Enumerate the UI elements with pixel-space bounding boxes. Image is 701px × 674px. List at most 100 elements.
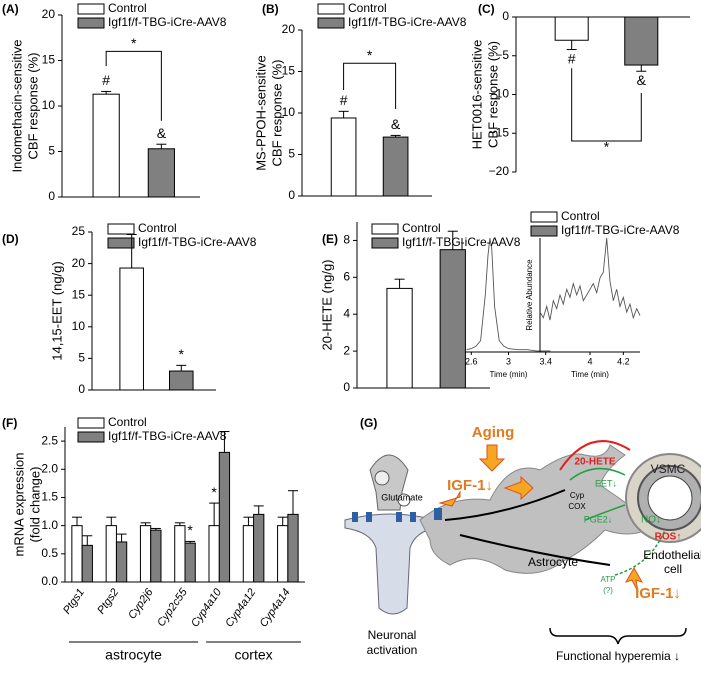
y-tick-label: 25 [72,224,86,238]
diagram-label: IGF-1↓ [635,585,681,602]
bar [115,541,128,583]
bar [208,525,220,583]
bar [242,525,255,583]
y-tick-label: 10 [282,105,296,119]
bar [382,136,409,197]
y-tick-label: 10 [42,98,56,112]
bar [81,544,93,583]
legend-label: Igf1f/f-TBG-iCre-AAV8 [561,223,680,237]
legend-swatch [77,417,105,429]
trace [466,237,551,352]
bar [287,513,299,583]
diagram-label: IGF-1↓ [447,477,493,494]
group-label: cortex [235,647,273,663]
vesicle [374,470,390,486]
panel-label: (A) [2,2,19,16]
panel-label: (E) [322,232,338,246]
legend-label: Igf1f/f-TBG-iCre-AAV8 [348,15,467,29]
x-tick-label: Cyp2c55 [155,586,190,629]
panel-label: (C) [478,2,495,16]
bar [150,529,162,583]
bar [139,525,152,583]
error-bar [209,502,220,526]
group-label: astrocyte [105,647,162,663]
bar-annotation: & [157,125,167,141]
bar [92,93,120,198]
x-tick-label: Cyp4a14 [258,587,293,630]
bar [218,451,231,583]
y-tick-label: 0 [502,9,509,23]
diagram-label: activation [367,643,418,657]
significance-label: * [604,139,610,155]
bar [169,370,194,391]
y-tick-label: 5 [48,144,55,158]
y-axis-label: mRNA expression [11,452,26,556]
bar [277,525,289,583]
bar [624,16,659,66]
error-bar [566,40,577,51]
y-tick-label: 0 [288,188,295,202]
y-tick-label: 15 [72,287,86,301]
legend-label: Igf1f/f-TBG-iCre-AAV8 [402,235,521,249]
y-tick-label: 15 [42,53,56,67]
error-bar [156,143,167,149]
diagram-label: cell [664,562,682,576]
legend-label: Control [561,209,600,223]
legend-swatch [371,223,399,235]
diagram-label: Neuronal [368,628,417,642]
error-bar [101,90,112,95]
bar [105,525,117,583]
y-tick-label: 5 [78,351,85,365]
error-bar [185,540,196,544]
error-bar [288,490,298,515]
legend-swatch [107,237,135,249]
y-axis-label: 20-HETE (ng/g) [319,259,334,350]
bar [253,513,265,583]
diagram-label: ATP [601,575,616,584]
legend-label: Control [138,221,177,235]
error-bar [106,516,117,526]
arrow [444,489,566,521]
error-bar [394,278,405,289]
panel-label: (B) [262,2,279,16]
error-bar [277,516,288,526]
error-bar [126,234,137,269]
diagram-label: (?) [603,586,613,595]
y-tick-label: 15 [282,64,296,78]
y-tick-label: 0 [78,382,85,396]
error-bar [253,505,264,515]
error-bar [116,533,127,542]
x-axis-label: Time (min) [571,370,609,379]
legend-label: Igf1f/f-TBG-iCre-AAV8 [108,429,227,443]
x-tick-label: 3.4 [539,356,552,366]
transporter [434,508,442,520]
arrow [569,467,626,481]
y-tick-label: −5 [495,48,509,62]
y-axis-label: CBF response (%) [25,53,40,160]
y-axis-label: CBF response (%) [269,60,284,167]
bar-annotation: * [179,346,185,362]
bar [184,542,196,583]
x-tick-label: 3 [506,356,511,366]
y-tick-label: 20 [282,22,296,36]
y-axis-label: HET0016-sensitive [469,40,484,150]
diagram-label: Cyp [570,491,585,500]
bar [119,267,144,391]
y-tick-label: 8 [343,233,350,247]
panel-label: (D) [2,232,19,246]
y-tick-label: 20 [42,7,56,21]
brace [549,627,687,645]
y-tick-label: 5 [288,147,295,161]
bar [174,525,186,583]
diagram-label: NO↓ [641,515,661,526]
legend-swatch [107,223,135,235]
diagram-label: Glutamate [381,492,423,502]
trace [539,237,641,321]
y-tick-label: 6 [343,270,350,284]
arrow [614,529,666,576]
legend-label: Control [108,415,147,429]
bar-annotation: * [211,484,217,500]
legend-label: Igf1f/f-TBG-iCre-AAV8 [108,15,227,29]
